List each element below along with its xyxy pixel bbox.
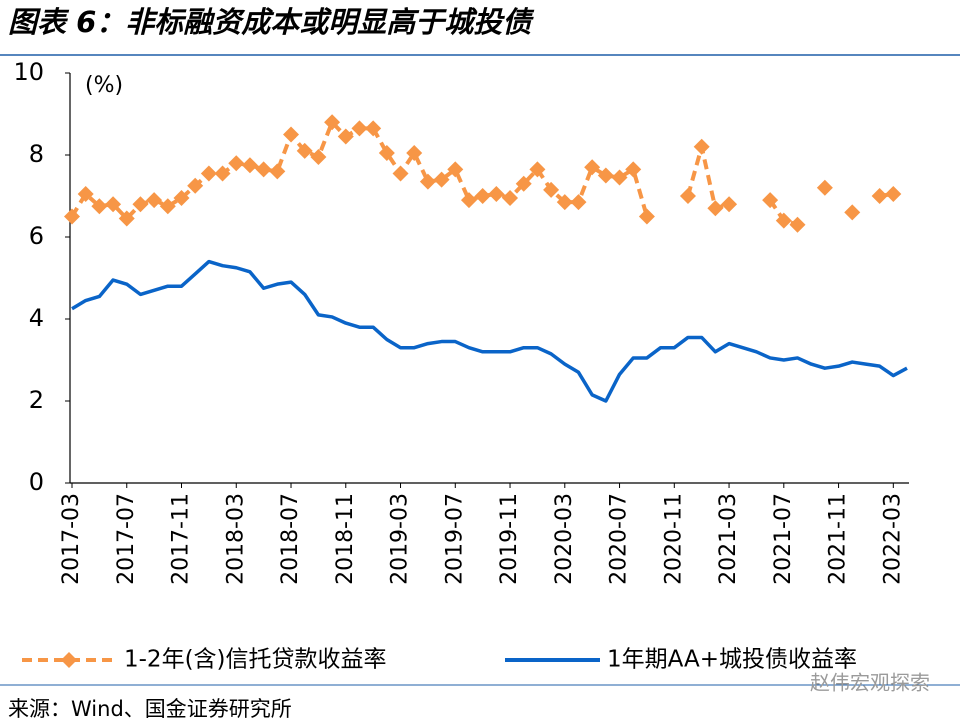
point — [775, 212, 792, 229]
x-tick-label: 2017-11 — [169, 493, 194, 585]
point — [406, 144, 423, 161]
point — [816, 179, 833, 196]
series-line — [70, 120, 894, 227]
series-line — [71, 259, 908, 403]
point — [91, 198, 108, 215]
x-tick-label: 2019-07 — [442, 493, 467, 585]
point — [638, 208, 655, 225]
point — [707, 200, 724, 217]
x-tick-label: 2020-07 — [607, 493, 632, 585]
point — [64, 208, 80, 225]
point — [584, 159, 601, 176]
point — [502, 190, 519, 207]
point — [488, 185, 505, 202]
legend-label: 1-2年(含)信托贷款收益率 — [124, 647, 387, 673]
point — [597, 167, 614, 184]
point — [255, 161, 272, 178]
x-tick-label: 2022-03 — [880, 493, 905, 585]
point — [762, 192, 779, 209]
point — [844, 204, 861, 221]
x-tick-label: 2021-07 — [771, 493, 796, 585]
x-tick-label: 2018-07 — [278, 493, 303, 585]
y-tick-label: 4 — [29, 304, 44, 332]
x-tick-label: 2021-03 — [716, 493, 741, 585]
point — [296, 142, 313, 159]
x-tick-label: 2020-11 — [661, 493, 686, 585]
point — [214, 165, 231, 182]
x-tick-label: 2017-03 — [59, 493, 84, 585]
point — [283, 126, 300, 143]
point — [885, 185, 902, 202]
x-tick-label: 2019-03 — [388, 493, 413, 585]
point — [570, 194, 587, 211]
x-tick-label: 2017-07 — [114, 493, 139, 585]
point — [159, 198, 176, 215]
chart-title: 图表 6：非标融资成本或明显高于城投债 — [8, 5, 535, 39]
y-tick-label: 6 — [29, 222, 44, 250]
point — [515, 175, 532, 192]
point — [392, 165, 409, 182]
point — [337, 128, 354, 145]
y-tick-label: 10 — [13, 58, 44, 86]
point — [433, 171, 450, 188]
point — [556, 194, 573, 211]
x-tick-label: 2018-11 — [333, 493, 358, 585]
x-tick-label: 2020-03 — [552, 493, 577, 585]
point — [351, 120, 368, 137]
point — [611, 169, 628, 186]
point — [200, 165, 217, 182]
point — [269, 163, 286, 180]
point — [721, 196, 738, 213]
point — [173, 190, 190, 207]
point — [132, 196, 149, 213]
point — [543, 181, 560, 198]
point — [871, 188, 888, 204]
point — [118, 210, 135, 227]
legend-marker — [61, 652, 77, 668]
x-tick-label: 2019-11 — [497, 493, 522, 585]
watermark: 赵伟宏观探索 — [810, 671, 930, 695]
point — [310, 149, 327, 166]
point — [228, 155, 245, 172]
point — [241, 157, 258, 174]
point — [625, 161, 642, 178]
point — [679, 188, 696, 204]
point — [187, 177, 204, 194]
point — [789, 216, 806, 233]
point — [447, 161, 464, 178]
source: 来源：Wind、国金证券研究所 — [8, 697, 292, 721]
point — [529, 161, 546, 178]
y-tick-label: 0 — [29, 468, 44, 496]
point — [105, 196, 122, 213]
legend-label: 1年期AA+城投债收益率 — [607, 647, 857, 673]
point — [365, 120, 382, 137]
x-tick-label: 2018-03 — [223, 493, 248, 585]
point — [146, 192, 163, 209]
point — [378, 144, 395, 161]
y-axis-label: (%) — [85, 73, 123, 98]
point — [474, 188, 491, 204]
point — [460, 192, 477, 209]
x-tick-label: 2021-11 — [826, 493, 851, 585]
y-tick-label: 8 — [29, 140, 44, 168]
y-tick-label: 2 — [29, 386, 44, 414]
point — [693, 138, 710, 155]
point — [419, 173, 436, 190]
point — [77, 185, 94, 202]
point — [324, 114, 341, 131]
